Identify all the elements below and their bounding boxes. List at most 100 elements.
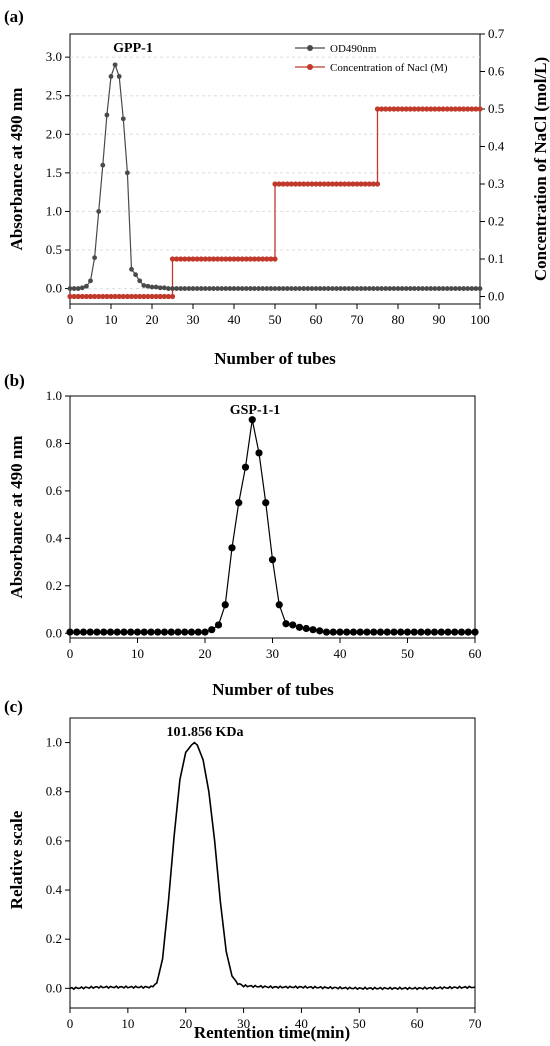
od490-point — [190, 286, 196, 291]
od490-point — [256, 286, 261, 291]
x-tick-label-a-0: 0 — [67, 312, 74, 327]
nacl-point — [379, 106, 385, 112]
panel-a: (a) 0 10 20 30 40 50 60 70 80 90 100 0.0 0.5 1.0 1.5 2… — [4, 7, 550, 368]
gsp-point — [208, 626, 216, 634]
series-a — [67, 62, 483, 300]
gsp-point — [376, 628, 385, 636]
od490-point — [92, 255, 97, 261]
y-tick-label-right-a-6: 0.6 — [488, 64, 505, 79]
od490-point — [141, 283, 147, 288]
nacl-point — [264, 256, 270, 262]
gsp-point — [282, 620, 290, 628]
od490-point — [71, 286, 77, 291]
nacl-point — [92, 293, 98, 300]
nacl-point — [272, 256, 278, 262]
nacl-point — [108, 293, 114, 300]
series-c — [69, 741, 476, 991]
od490-point — [391, 286, 397, 291]
od490-point — [178, 286, 184, 291]
y-tick-label-a-4: 2.0 — [46, 126, 62, 141]
nacl-point — [153, 293, 159, 300]
nacl-point — [301, 181, 307, 187]
od490-point — [239, 286, 245, 291]
gsp-point — [268, 556, 277, 564]
od490-point — [170, 286, 175, 291]
y-tick-label-c-0: 0.0 — [46, 980, 62, 995]
nacl-point — [215, 256, 221, 262]
gsp-point — [410, 628, 418, 636]
nacl-point — [137, 293, 143, 300]
od490-point — [317, 286, 323, 291]
x-tick-label-a-2: 20 — [146, 312, 159, 327]
nacl-point — [362, 181, 368, 187]
x-axis-title-b: Number of tubes — [212, 680, 334, 699]
y-tick-label-b-3: 0.6 — [46, 483, 63, 498]
series-b — [66, 416, 479, 636]
nacl-point — [338, 181, 344, 187]
nacl-point — [329, 181, 335, 187]
od490-point — [473, 286, 479, 291]
od490-point — [231, 286, 237, 291]
panel-c: (c) 0 10 20 30 40 50 60 70 0.0 0.2 0.4 0.6 0.8 1.0 1… — [4, 697, 482, 1042]
od490-point — [416, 286, 421, 291]
nacl-point — [297, 181, 303, 187]
od490-point — [301, 286, 307, 291]
od490-point — [157, 285, 163, 291]
x-tick-label-c-0: 0 — [67, 1016, 74, 1031]
x-tick-label-a-7: 70 — [351, 312, 364, 327]
x-tick-label-b-6: 60 — [469, 646, 482, 661]
panel-letter-a: (a) — [4, 7, 24, 26]
gsp-point — [214, 621, 223, 629]
od490-point — [325, 286, 331, 291]
gsp-point — [322, 628, 331, 636]
od490-point — [137, 278, 143, 284]
od490-point — [403, 286, 409, 291]
nacl-point — [157, 293, 163, 300]
legend-label-nacl: Concentration of Nacl (M) — [330, 62, 448, 74]
gsp-point — [221, 601, 229, 609]
gsp-point — [140, 628, 148, 636]
nacl-point — [387, 106, 393, 112]
od490-point — [387, 286, 393, 291]
nacl-point — [235, 256, 241, 262]
gsp-point — [336, 628, 344, 636]
legend-label-od490: OD490nm — [330, 43, 377, 55]
nacl-point — [186, 256, 192, 262]
nacl-point — [325, 181, 331, 187]
x-ticks-a: 0 10 20 30 40 50 60 70 80 90 100 — [67, 304, 490, 327]
gsp-point — [262, 499, 270, 507]
gsp-point — [79, 628, 88, 636]
od490-point — [96, 209, 102, 214]
od490-point — [223, 286, 229, 291]
nacl-point — [280, 181, 286, 187]
od490-point — [104, 112, 110, 118]
y-tick-label-c-1: 0.2 — [46, 931, 62, 946]
gsp-point — [241, 463, 250, 471]
od490-point — [116, 74, 122, 79]
nacl-point — [411, 106, 417, 112]
nacl-point — [100, 293, 106, 300]
od490-point — [407, 286, 413, 291]
nacl-point — [202, 256, 208, 262]
y-axis-title-b: Absorbance at 490 nm — [7, 436, 26, 599]
nacl-point — [71, 293, 77, 300]
nacl-point — [444, 106, 450, 112]
gsp-point — [154, 628, 162, 636]
od490-point — [354, 286, 360, 291]
od490-point — [477, 286, 483, 291]
od490-point — [108, 74, 114, 79]
gsp-point — [100, 628, 108, 636]
od490-point — [444, 286, 450, 291]
nacl-point — [432, 106, 438, 112]
gsp-point — [174, 628, 182, 636]
plot-frame-b — [69, 395, 476, 639]
nacl-point — [399, 106, 405, 112]
nacl-point — [370, 181, 376, 187]
od490-point — [448, 286, 454, 291]
x-tick-label-a-10: 100 — [470, 312, 490, 327]
gsp-point — [309, 626, 317, 634]
nacl-point — [243, 256, 249, 262]
nacl-point — [415, 106, 422, 112]
od490-point — [358, 286, 364, 291]
nacl-point — [420, 106, 426, 112]
